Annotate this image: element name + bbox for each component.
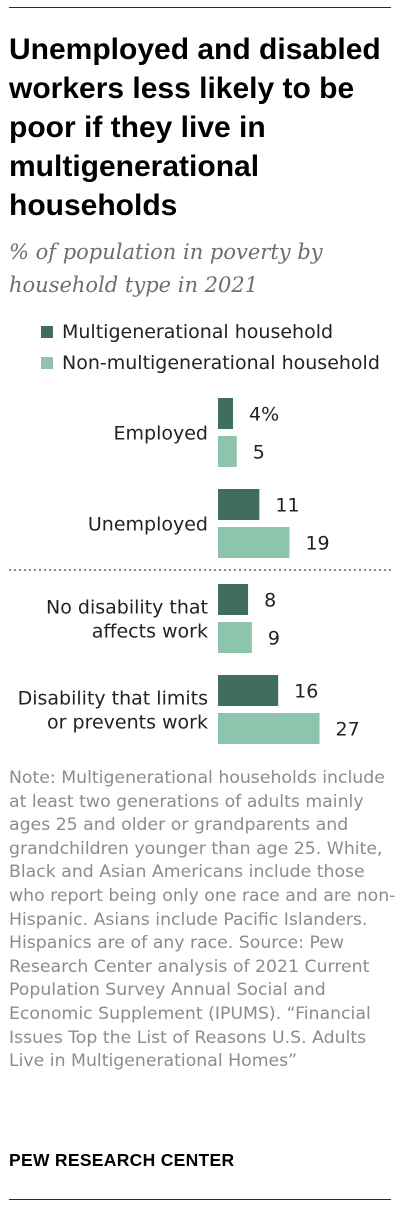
data-label-non-multigenerational-3: 27: [336, 719, 360, 741]
category-label-2-line-0: No disability that: [46, 597, 208, 619]
chart-title: Unemployed and disabled workers less lik…: [9, 33, 381, 222]
legend-swatch-multigenerational: [41, 326, 53, 338]
bar-non-multigenerational-1: [218, 527, 290, 558]
category-label-3-line-1: or prevents work: [47, 712, 208, 734]
category-label-0-line-0: Employed: [114, 423, 208, 445]
legend-item-non-multigenerational: Non-multigenerational household: [41, 351, 380, 375]
note-text: Note: Multigenerational households inclu…: [9, 768, 396, 954]
category-label-3-line-0: Disability that limits: [18, 688, 208, 710]
bar-non-multigenerational-2: [218, 622, 252, 653]
legend-swatch-non-multigenerational: [41, 357, 53, 369]
legend-label-multigenerational: Multigenerational household: [62, 321, 334, 343]
bar-chart: 4% 5 Employed 11 19 Unemployed 8 9 No disability…: [9, 398, 391, 744]
data-label-multigenerational-0: 4%: [249, 404, 279, 426]
bottom-rule: [9, 1199, 391, 1200]
source-text: Source: Pew Research Center analysis of …: [9, 933, 370, 1024]
category-label-2-line-1: affects work: [92, 621, 208, 643]
chart-subtitle: % of population in poverty by household …: [9, 240, 323, 297]
top-rule: [9, 7, 391, 8]
legend-item-multigenerational: Multigenerational household: [41, 320, 333, 344]
category-label-1-line-0: Unemployed: [88, 514, 208, 536]
data-label-non-multigenerational-0: 5: [253, 442, 265, 464]
data-label-non-multigenerational-2: 9: [268, 628, 280, 650]
bar-multigenerational-1: [218, 489, 260, 520]
data-label-multigenerational-1: 11: [275, 495, 299, 517]
legend-label-non-multigenerational: Non-multigenerational household: [62, 352, 380, 374]
data-label-multigenerational-2: 8: [264, 590, 276, 612]
data-label-non-multigenerational-1: 19: [305, 533, 329, 555]
bar-multigenerational-0: [218, 398, 234, 429]
organization-name: PEW RESEARCH CENTER: [9, 1150, 235, 1170]
bar-non-multigenerational-3: [218, 713, 320, 744]
bar-multigenerational-2: [218, 584, 249, 615]
bar-non-multigenerational-0: [218, 436, 237, 467]
chart-footnote: Note: Multigenerational households inclu…: [9, 767, 397, 1074]
data-label-multigenerational-3: 16: [294, 681, 318, 703]
report-title-text: “Financial Issues Top the List of Reason…: [9, 1003, 371, 1072]
bar-multigenerational-3: [218, 675, 279, 706]
